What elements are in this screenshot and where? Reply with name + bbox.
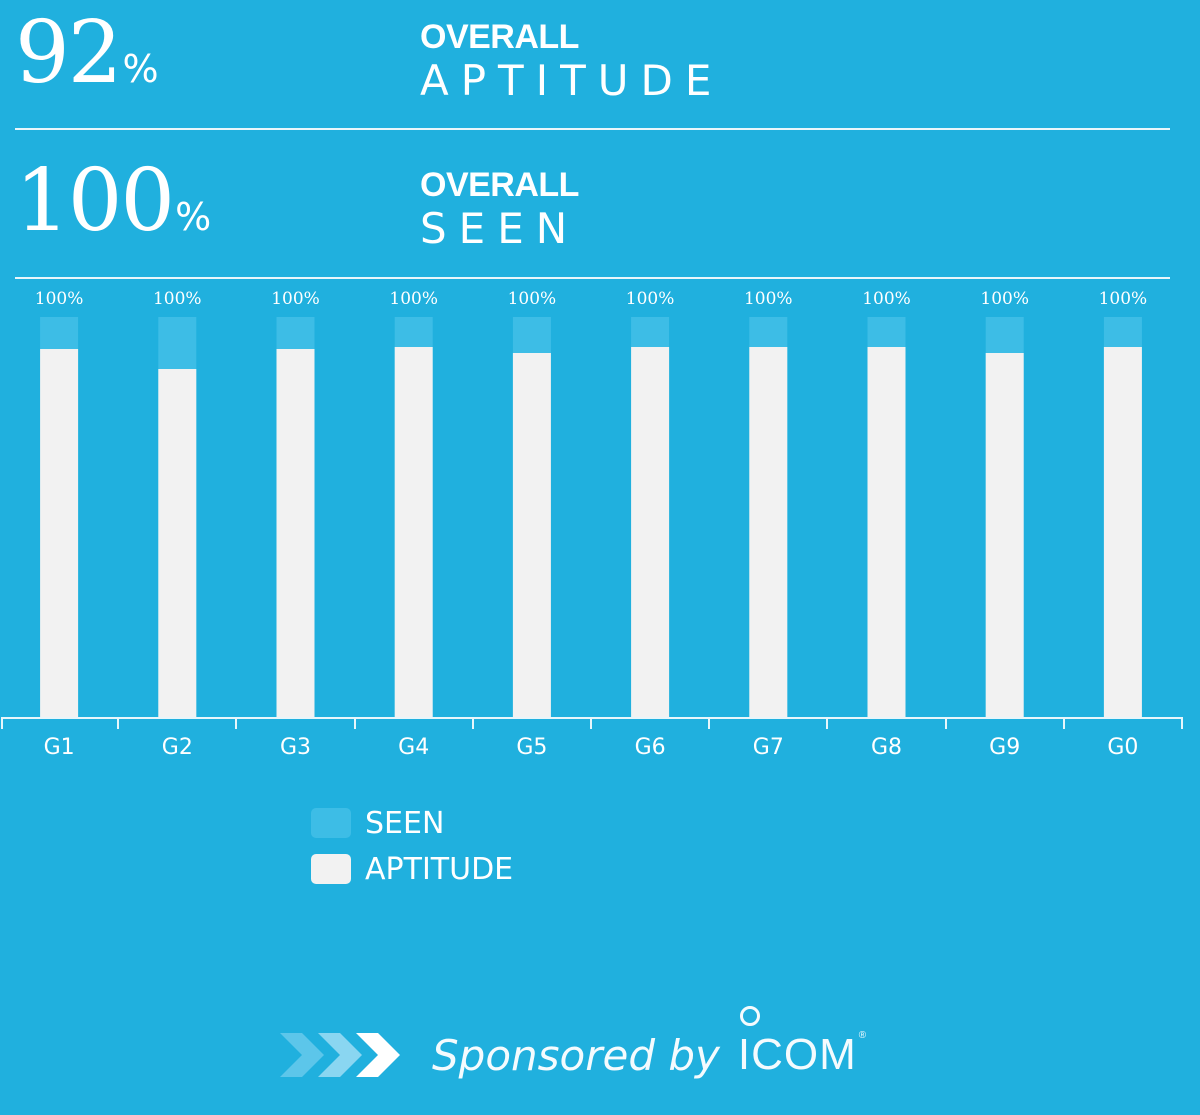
tick-label-g8: G8 (871, 735, 902, 760)
tick-label-g2: G2 (162, 735, 193, 760)
legend-item-seen: SEEN (311, 800, 513, 846)
seen-percent: 100% (15, 151, 212, 251)
bar-aptitude-g5 (512, 353, 551, 717)
overall-aptitude-stat: 92% OVERALL APTITUDE (15, 10, 1170, 130)
tick-label-g1: G1 (44, 735, 75, 760)
bar-aptitude-g9 (985, 353, 1024, 717)
data-label-g8: 100% (862, 289, 911, 309)
bar-aptitude-g6 (631, 347, 670, 717)
aptitude-stat-label: OVERALL APTITUDE (420, 18, 723, 106)
data-label-g1: 100% (35, 289, 84, 309)
bar-aptitude-g8 (867, 347, 906, 717)
overall-seen-stat: 100% OVERALL SEEN (15, 158, 1170, 278)
data-label-g6: 100% (626, 289, 675, 309)
legend-label-aptitude: APTITUDE (365, 851, 514, 887)
legend-swatch-aptitude (311, 854, 351, 884)
tick-label-g0: G0 (1107, 735, 1138, 760)
data-label-g3: 100% (271, 289, 320, 309)
data-label-g2: 100% (153, 289, 202, 309)
bar-aptitude-g2 (158, 369, 197, 717)
data-label-g7: 100% (744, 289, 793, 309)
bar-aptitude-g0 (1103, 347, 1142, 717)
data-label-g0: 100% (1099, 289, 1148, 309)
tick-label-g5: G5 (516, 735, 547, 760)
sponsor-banner: Sponsored by ICOM ® (280, 1006, 867, 1095)
aptitude-label-bottom: APTITUDE (420, 56, 724, 105)
aptitude-label-top: OVERALL (420, 18, 579, 56)
chart-legend: SEEN APTITUDE (311, 800, 513, 892)
legend-item-aptitude: APTITUDE (311, 846, 513, 892)
bar-aptitude-g3 (276, 349, 315, 717)
seen-label-top: OVERALL (420, 166, 579, 204)
bar-chart: 100% G1 100% G2 100% G3 100% G4 100% G5 100% G6 100%… (1, 289, 1183, 760)
data-label-g4: 100% (389, 289, 438, 309)
chevron-arrows-icon (280, 1027, 410, 1083)
tick-label-g9: G9 (989, 735, 1020, 760)
legend-label-seen: SEEN (365, 805, 445, 841)
data-label-g5: 100% (508, 289, 557, 309)
icom-logo: ICOM ® (738, 1006, 867, 1080)
divider (15, 128, 1170, 130)
seen-stat-label: OVERALL SEEN (420, 166, 579, 254)
bar-aptitude-g4 (394, 347, 433, 717)
divider (15, 277, 1170, 279)
aptitude-percent: 92% (15, 3, 159, 103)
tick-label-g6: G6 (635, 735, 666, 760)
tick-label-g7: G7 (753, 735, 784, 760)
sponsored-by-text: Sponsored by (432, 1030, 720, 1080)
tick-label-g4: G4 (398, 735, 429, 760)
seen-label-bottom: SEEN (420, 204, 580, 253)
tick-label-g3: G3 (280, 735, 311, 760)
legend-swatch-seen (311, 808, 351, 838)
data-label-g9: 100% (980, 289, 1029, 309)
bar-aptitude-g1 (40, 349, 79, 717)
bar-aptitude-g7 (749, 347, 788, 717)
